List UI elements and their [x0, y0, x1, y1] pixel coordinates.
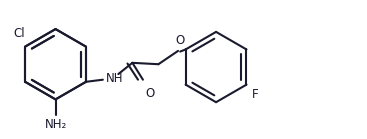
Text: O: O: [175, 34, 185, 47]
Text: O: O: [145, 87, 154, 100]
Text: F: F: [252, 88, 259, 101]
Text: Cl: Cl: [14, 27, 25, 40]
Text: NH: NH: [106, 72, 123, 85]
Text: NH₂: NH₂: [44, 118, 67, 131]
